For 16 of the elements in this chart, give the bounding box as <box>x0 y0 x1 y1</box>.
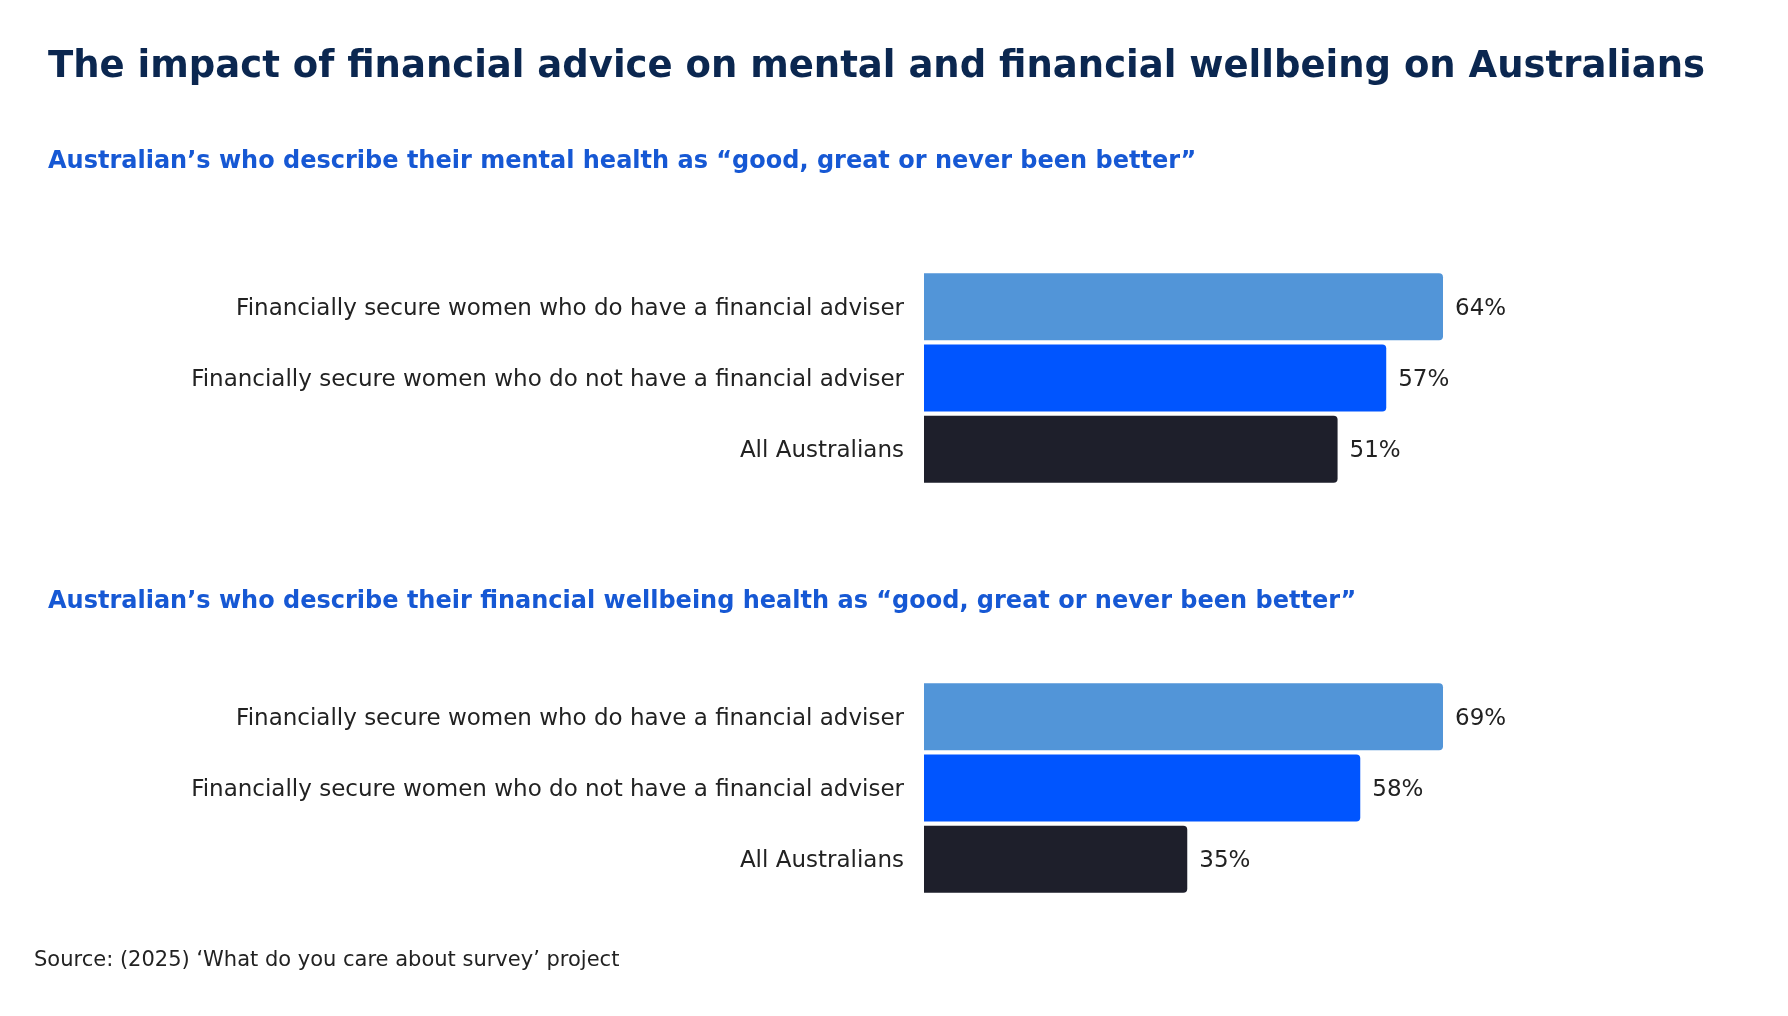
chart-title: The impact of financial advice on mental and financial wellbeing on Australians <box>48 43 1706 86</box>
y-tick-label: Financially secure women who do have a financial adviser <box>236 293 905 320</box>
data-label: 58% <box>1372 775 1424 801</box>
data-label: 35% <box>1199 846 1251 873</box>
data-label: 69% <box>1455 703 1507 730</box>
data-label: 51% <box>1349 436 1401 463</box>
data-label: 64% <box>1455 293 1507 320</box>
y-tick-label: Financially secure women who do have a financial adviser <box>236 703 905 730</box>
text: Australian’s who describe their mental health as “good, great or never been better” <box>48 146 1197 174</box>
data-label: 57% <box>1398 365 1450 391</box>
source-note: Source: (2025) ‘What do you care about survey’ project <box>34 947 620 971</box>
y-tick-label: All Australians <box>739 846 904 873</box>
text: Australian’s who describe their financial wellbeing health as “good, great or never been better” <box>48 586 1357 614</box>
y-tick-label: Financially secure women who do not have a financial adviser <box>191 775 905 801</box>
y-tick-label: Financially secure women who do not have a financial adviser <box>191 365 905 391</box>
y-tick-label: All Australians <box>739 436 904 463</box>
